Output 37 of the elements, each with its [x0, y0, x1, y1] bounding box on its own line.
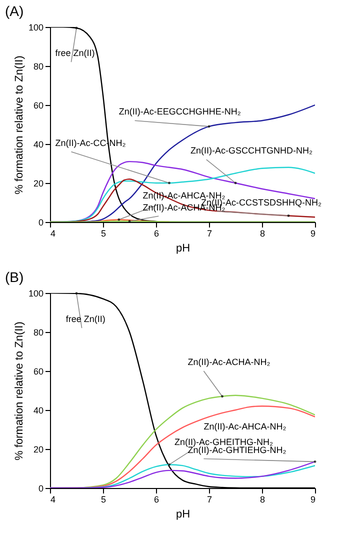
x-tick-label: 4 — [50, 494, 56, 504]
y-tick-label: 40 — [33, 140, 44, 150]
chart-title: (B) — [5, 269, 24, 285]
y-tick-label: 40 — [33, 406, 44, 416]
series-label: Zn(II)-Ac-AHCA-NH₂ — [204, 421, 287, 432]
y-tick-label: 60 — [33, 366, 44, 376]
y-tick-label: 100 — [28, 288, 44, 298]
x-tick-label: 5 — [100, 494, 106, 504]
series-label: free Zn(II) — [66, 314, 106, 324]
y-tick-label: 20 — [33, 444, 44, 454]
y-tick-label: 0 — [38, 218, 44, 228]
x-tick-label: 5 — [100, 228, 106, 238]
series-label: Zn(II)-Ac-GSCCHTGNHD-NH₂ — [190, 146, 313, 156]
x-tick-label: 4 — [50, 228, 56, 238]
x-tick-label: 8 — [260, 494, 266, 504]
y-tick-label: 20 — [33, 178, 44, 188]
series-label: free Zn(II) — [55, 48, 95, 58]
series-label: Zn(II)-Ac-GHEITHG-NH₂ — [174, 437, 274, 448]
y-axis-title: % formation relative to Zn(II) — [13, 322, 26, 460]
y-tick-label: 100 — [28, 22, 44, 32]
x-axis-title: pH — [176, 508, 190, 520]
x-tick-label: 7 — [206, 228, 212, 238]
y-tick-label: 80 — [33, 62, 44, 72]
x-axis-title: pH — [176, 242, 190, 254]
y-axis-title: % formation relative to Zn(II) — [13, 56, 26, 194]
series-label: Zn(II)-Ac-EEGCCHGHHE-NH₂ — [118, 106, 242, 117]
chart-title: (A) — [5, 3, 24, 19]
y-tick-label: 60 — [33, 100, 44, 110]
y-tick-label: 0 — [38, 484, 44, 494]
x-tick-label: 9 — [310, 228, 316, 238]
y-tick-label: 80 — [33, 328, 44, 338]
text: Zn(II)-Ac-ACHA-NH₂ — [188, 357, 271, 368]
x-tick-label: 8 — [260, 228, 266, 238]
x-tick-label: 7 — [206, 494, 212, 504]
x-tick-label: 6 — [154, 228, 160, 238]
x-tick-label: 6 — [154, 494, 160, 504]
x-tick-label: 9 — [310, 494, 316, 504]
